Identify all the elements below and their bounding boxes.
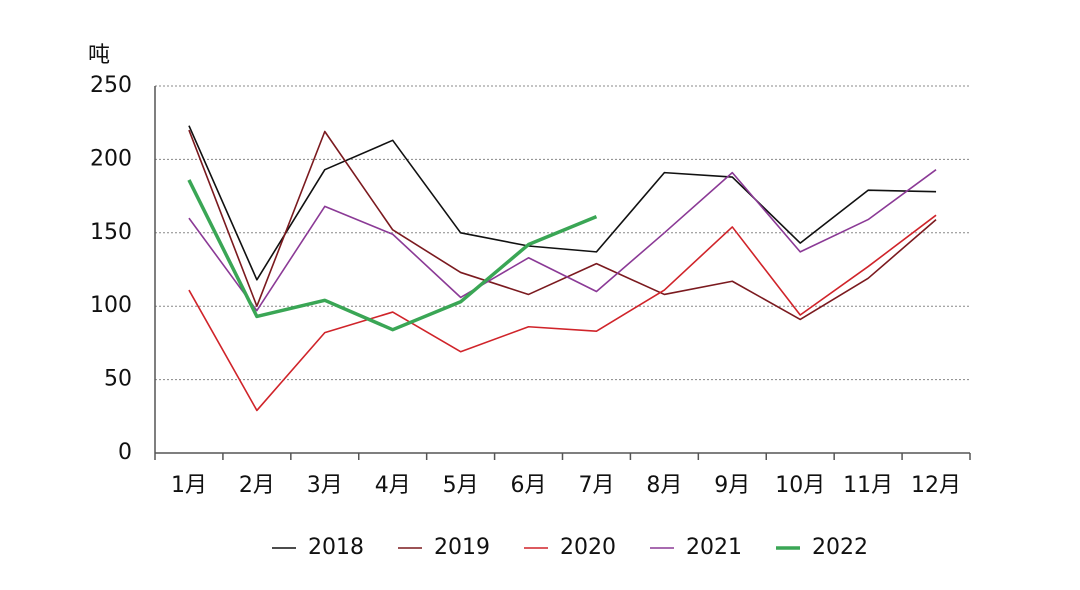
y-tick-label: 250 (90, 73, 132, 98)
series-line (188, 214, 937, 412)
x-tick-label: 8月 (646, 473, 682, 498)
x-tick-label: 2月 (239, 473, 275, 498)
y-axis-label: 吨 (88, 43, 110, 68)
x-tick-label: 3月 (307, 473, 343, 498)
x-tick-label: 12月 (911, 473, 961, 498)
legend-label: 2018 (308, 535, 364, 560)
x-tick-label: 4月 (375, 473, 411, 498)
series-line (188, 169, 937, 312)
y-tick-label: 200 (90, 146, 132, 171)
legend-label: 2019 (434, 535, 490, 560)
x-tick-label: 5月 (443, 473, 479, 498)
series-line (188, 125, 937, 281)
x-tick-label: 10月 (775, 473, 825, 498)
x-tick-label: 6月 (511, 473, 547, 498)
y-tick-label: 0 (118, 440, 132, 465)
x-tick-label: 11月 (843, 473, 893, 498)
y-tick-label: 100 (90, 293, 132, 318)
legend-label: 2020 (560, 535, 616, 560)
x-tick-label: 7月 (578, 473, 614, 498)
x-tick-label: 1月 (171, 473, 207, 498)
y-tick-label: 150 (90, 220, 132, 245)
series-line (188, 129, 937, 321)
x-tick-label: 9月 (714, 473, 750, 498)
y-tick-label: 50 (104, 367, 132, 392)
series-line (187, 179, 598, 332)
legend-label: 2022 (812, 535, 868, 560)
legend-label: 2021 (686, 535, 742, 560)
